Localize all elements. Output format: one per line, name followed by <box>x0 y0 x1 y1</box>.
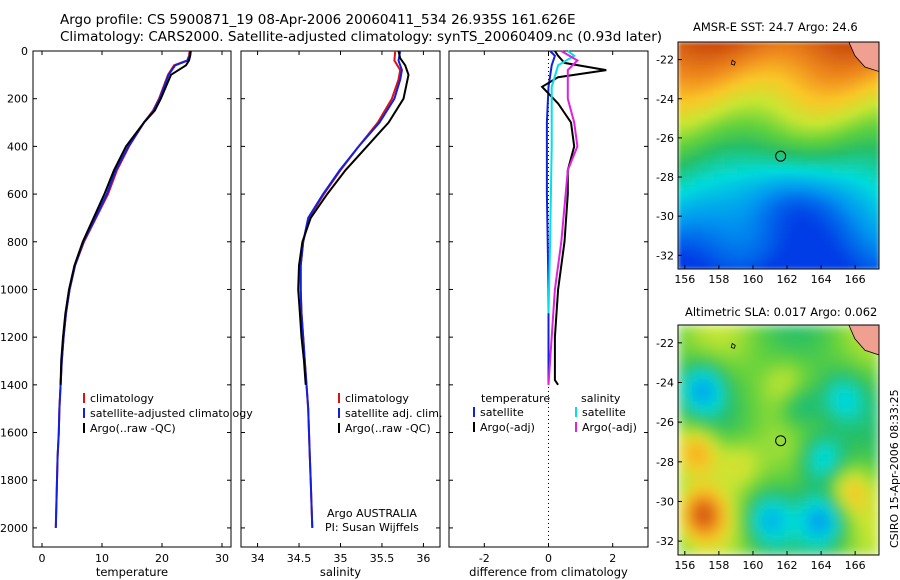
sla_map-xtick-label: 156 <box>674 559 695 572</box>
depth-tick-label: 2000 <box>0 522 28 535</box>
sst_map-xtick-label: 160 <box>742 273 763 286</box>
temperature-xtick-label: 30 <box>215 552 229 565</box>
depth-tick-label: 200 <box>7 93 28 106</box>
sla_map-xtick-label: 158 <box>708 559 729 572</box>
depth-tick-label: 800 <box>7 236 28 249</box>
depth-tick-label: 1000 <box>0 283 28 296</box>
sst_map-ytick-label: -22 <box>656 54 674 67</box>
sla-map-title: Altimetric SLA: 0.017 Argo: 0.062 <box>685 305 878 319</box>
temperature-legend-label-0: climatology <box>90 392 154 405</box>
difference-axis-label: difference from climatology <box>469 565 628 579</box>
climatology-title: Climatology: CARS2000. Satellite-adjuste… <box>60 29 663 45</box>
temperature-axis-label: temperature <box>96 565 168 579</box>
sla_map-ytick-label: -30 <box>656 495 674 508</box>
sst_map-landmass <box>848 42 879 72</box>
temperature-xtick-label: 20 <box>155 552 169 565</box>
sst_map-panel: 156 158 160 162 164 166 -22 -24 -26 -28 -30 -32 <box>656 41 880 286</box>
sla_map-xtick-label: 166 <box>845 559 866 572</box>
difference-series-3 <box>547 50 580 385</box>
sst_map-frame <box>677 41 880 270</box>
salinity-legend-label-2: Argo(..raw -QC) <box>345 422 431 435</box>
salinity-frame <box>240 50 441 548</box>
salinity-panel: 34 34.5 35 35.5 36 salinity <box>240 50 441 579</box>
sst_map-ytick-label: -30 <box>656 210 674 223</box>
sst_map-ytick-label: -26 <box>656 132 674 145</box>
sst_map-reef-outline <box>730 59 736 66</box>
salinity-series-1 <box>299 50 403 528</box>
salinity-series-2 <box>297 50 410 385</box>
sla_map-reef-outline <box>730 342 736 349</box>
difference-series-1 <box>540 50 607 386</box>
sla_map-field-cells <box>678 325 879 555</box>
sla_map-landmass <box>848 325 879 356</box>
salinity-xtick-label: 34.5 <box>287 552 312 565</box>
legends: climatology satellite-adjusted climatolog… <box>83 392 637 534</box>
sst_map-field-cells <box>678 42 879 269</box>
sst_map-xtick-label: 166 <box>845 273 866 286</box>
diff-temperature-legend-label-1: Argo(-adj) <box>480 421 535 434</box>
difference-xtick-label: -2 <box>479 552 490 565</box>
temperature-legend-label-1: satellite-adjusted climatology <box>90 407 253 420</box>
sla_map-ytick-label: -32 <box>656 535 674 548</box>
diff-salinity-legend-label-1: Argo(-adj) <box>582 421 637 434</box>
sst_map-xtick-label: 156 <box>674 273 695 286</box>
sla_map-field <box>678 325 879 555</box>
diff-legend-temperature-title: temperature <box>481 392 550 405</box>
credit-pi: PI: Susan Wijffels <box>325 521 419 534</box>
credit-program: Argo AUSTRALIA <box>327 507 417 520</box>
salinity-xtick-label: 36 <box>416 552 430 565</box>
salinity-legend-label-0: climatology <box>345 392 409 405</box>
diff-legend-salinity-title: salinity <box>581 392 621 405</box>
sla_map-ytick-label: -22 <box>656 337 674 350</box>
sla_map-ytick-label: -24 <box>656 377 674 390</box>
salinity-xtick-label: 35.5 <box>370 552 395 565</box>
depth-tick-label: 1800 <box>0 474 28 487</box>
temperature-legend-label-2: Argo(..raw -QC) <box>90 422 176 435</box>
temperature-xtick-label: 0 <box>39 552 46 565</box>
sst_map-argo-marker <box>775 150 787 162</box>
difference-series-2 <box>547 50 576 314</box>
sst_map-xtick-label: 158 <box>708 273 729 286</box>
sst_map-xtick-label: 164 <box>811 273 832 286</box>
temperature-frame <box>32 50 232 548</box>
sst_map-field <box>678 42 879 269</box>
diff-salinity-legend-label-0: satellite <box>582 406 626 419</box>
salinity-xtick-label: 34 <box>251 552 265 565</box>
depth-tick-label: 1200 <box>0 331 28 344</box>
sla_map-argo-marker <box>775 435 787 447</box>
diff-temperature-legend-label-0: satellite <box>480 406 524 419</box>
salinity-xtick-label: 35 <box>334 552 348 565</box>
salinity-legend-label-1: satellite adj. clim. <box>345 407 442 420</box>
sla_map-panel: 156 158 160 162 164 166 -22 -24 -26 -28 -30 -32 <box>656 324 880 572</box>
salinity-axis-label: salinity <box>320 565 361 579</box>
difference-xtick-label: 2 <box>609 552 616 565</box>
sst_map-xtick-label: 162 <box>777 273 798 286</box>
sla_map-frame <box>677 324 880 556</box>
sla_map-xtick-label: 164 <box>811 559 832 572</box>
sst_map-ytick-label: -32 <box>656 249 674 262</box>
sst-map-title: AMSR-E SST: 24.7 Argo: 24.6 <box>693 20 858 34</box>
temperature-panel: 0 10 20 30 0 200 400 600 800 1000 1200 1400 1600 1800… <box>0 45 232 579</box>
temperature-series-2 <box>59 50 192 385</box>
sla_map-xtick-label: 162 <box>777 559 798 572</box>
depth-tick-label: 400 <box>7 140 28 153</box>
profile-title: Argo profile: CS 5900871_19 08-Apr-2006 … <box>60 12 576 28</box>
sst_map-ytick-label: -24 <box>656 93 674 106</box>
sla_map-ytick-label: -26 <box>656 416 674 429</box>
difference-xtick-label: 0 <box>545 552 552 565</box>
sst_map-ytick-label: -28 <box>656 171 674 184</box>
depth-tick-label: 0 <box>21 45 28 58</box>
difference-series-0 <box>545 50 557 385</box>
temperature-xtick-label: 10 <box>95 552 109 565</box>
depth-tick-label: 1400 <box>0 379 28 392</box>
sla_map-ytick-label: -28 <box>656 456 674 469</box>
depth-tick-label: 1600 <box>0 427 28 440</box>
sla_map-xtick-label: 160 <box>742 559 763 572</box>
depth-tick-label: 600 <box>7 188 28 201</box>
